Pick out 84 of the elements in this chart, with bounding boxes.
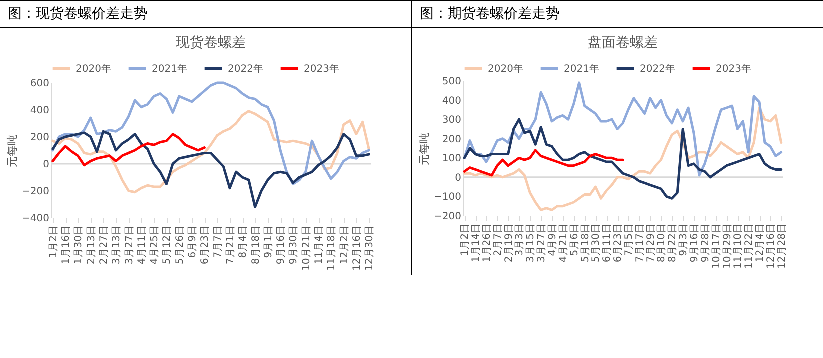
y-tick-label: 600 bbox=[30, 78, 50, 90]
x-tick-label: 6月9日 bbox=[188, 226, 199, 258]
x-tick-label: 9月3日 bbox=[678, 224, 690, 256]
chart-title: 图：现货卷螺价差走势 bbox=[0, 1, 411, 28]
x-tick-label: 9月16日 bbox=[276, 226, 288, 265]
x-tick-label: 2月7日 bbox=[492, 224, 504, 256]
x-tick-label: 1月2日 bbox=[460, 224, 472, 256]
y-tick-label: 400 bbox=[30, 106, 50, 116]
x-tick-label: 9月16日 bbox=[689, 224, 700, 263]
y-tick-label: −400 bbox=[22, 214, 50, 224]
x-tick-label: 1月2日 bbox=[48, 226, 60, 258]
y-tick-label: −100 bbox=[434, 192, 462, 204]
legend-label: 2020年 bbox=[76, 62, 112, 75]
legend-label: 2023年 bbox=[304, 62, 340, 75]
x-tick-label: 9月1日 bbox=[263, 226, 274, 258]
y-tick-label: −200 bbox=[434, 212, 462, 222]
x-tick-label: 7月5日 bbox=[624, 224, 635, 256]
x-tick-label: 2月13日 bbox=[86, 226, 98, 265]
x-tick-label: 5月6日 bbox=[569, 224, 580, 256]
x-tick-label: 4月9日 bbox=[548, 224, 559, 256]
x-tick-label: 1月26日 bbox=[482, 224, 493, 263]
y-tick-label: 400 bbox=[442, 96, 462, 107]
x-tick-label: 6月23日 bbox=[613, 224, 624, 263]
x-tick-label: 6月23日 bbox=[200, 226, 212, 265]
x-tick-label: 9月28日 bbox=[700, 224, 712, 263]
x-tick-label: 3月15日 bbox=[526, 224, 537, 263]
y-axis-title: 元每吨 bbox=[6, 134, 20, 168]
x-tick-label: 5月12日 bbox=[162, 226, 174, 265]
x-tick-label: 10月29日 bbox=[722, 224, 734, 269]
x-tick-label: 1月30日 bbox=[74, 226, 85, 265]
x-tick-label: 12月16日 bbox=[766, 224, 777, 269]
x-tick-label: 2月27日 bbox=[98, 226, 110, 265]
y-tick-label: 200 bbox=[442, 134, 462, 146]
x-tick-label: 8月4日 bbox=[238, 226, 250, 258]
x-tick-label: 5月30日 bbox=[591, 224, 602, 263]
x-tick-label: 11月18日 bbox=[326, 226, 338, 271]
chart-title: 图：期货卷螺价差走势 bbox=[412, 1, 823, 28]
x-tick-label: 8月22日 bbox=[668, 224, 679, 263]
y-tick-label: 100 bbox=[442, 154, 462, 165]
x-tick-label: 12月28日 bbox=[776, 224, 788, 269]
x-tick-label: 3月27日 bbox=[536, 224, 548, 263]
x-tick-label: 5月18日 bbox=[580, 224, 592, 263]
y-tick-label: 300 bbox=[442, 115, 462, 126]
y-tick-label: 0 bbox=[43, 160, 50, 170]
x-tick-label: 10月21日 bbox=[301, 226, 312, 271]
x-tick-label: 12月4日 bbox=[755, 224, 766, 263]
chart-subtitle: 现货卷螺差 bbox=[176, 35, 246, 51]
x-tick-label: 5月26日 bbox=[174, 226, 186, 265]
legend-label: 2021年 bbox=[152, 62, 188, 75]
x-tick-label: 4月21日 bbox=[558, 224, 570, 263]
x-tick-label: 1月16日 bbox=[61, 226, 72, 265]
x-tick-label: 9月30日 bbox=[288, 226, 300, 265]
x-tick-label: 11月22日 bbox=[744, 224, 756, 269]
x-tick-label: 4月11日 bbox=[136, 226, 148, 265]
x-tick-label: 3月3日 bbox=[514, 224, 526, 256]
x-tick-label: 3月27日 bbox=[124, 226, 136, 265]
x-tick-label: 1月14日 bbox=[471, 224, 482, 263]
x-tick-label: 4月25日 bbox=[150, 226, 161, 265]
x-tick-label: 7月7日 bbox=[212, 226, 224, 258]
x-tick-label: 7月21日 bbox=[225, 226, 236, 265]
x-tick-label: 11月10日 bbox=[733, 224, 744, 269]
x-tick-label: 6月11日 bbox=[602, 224, 614, 263]
legend-label: 2023年 bbox=[716, 62, 752, 75]
x-tick-label: 10月17日 bbox=[711, 224, 722, 269]
legend-label: 2021年 bbox=[564, 62, 600, 75]
legend-label: 2022年 bbox=[640, 62, 676, 75]
x-tick-label: 12月30日 bbox=[364, 226, 376, 271]
x-tick-label: 7月17日 bbox=[634, 224, 646, 263]
chart-subtitle: 盘面卷螺差 bbox=[588, 35, 658, 51]
x-tick-label: 3月13日 bbox=[112, 226, 123, 265]
y-tick-label: 200 bbox=[30, 132, 50, 144]
x-tick-label: 11月4日 bbox=[314, 226, 326, 265]
x-tick-label: 8月18日 bbox=[250, 226, 262, 265]
x-tick-label: 7月29日 bbox=[646, 224, 657, 263]
x-tick-label: 2月19日 bbox=[504, 224, 515, 263]
x-tick-label: 8月10日 bbox=[656, 224, 668, 263]
y-tick-label: −200 bbox=[22, 186, 50, 198]
legend-label: 2020年 bbox=[488, 62, 524, 75]
legend-label: 2022年 bbox=[228, 62, 264, 75]
x-tick-label: 12月2日 bbox=[339, 226, 350, 265]
x-tick-label: 12月16日 bbox=[352, 226, 363, 271]
y-tick-label: 500 bbox=[442, 76, 462, 88]
y-axis-title: 元每吨 bbox=[418, 132, 432, 166]
y-tick-label: 0 bbox=[455, 172, 462, 184]
